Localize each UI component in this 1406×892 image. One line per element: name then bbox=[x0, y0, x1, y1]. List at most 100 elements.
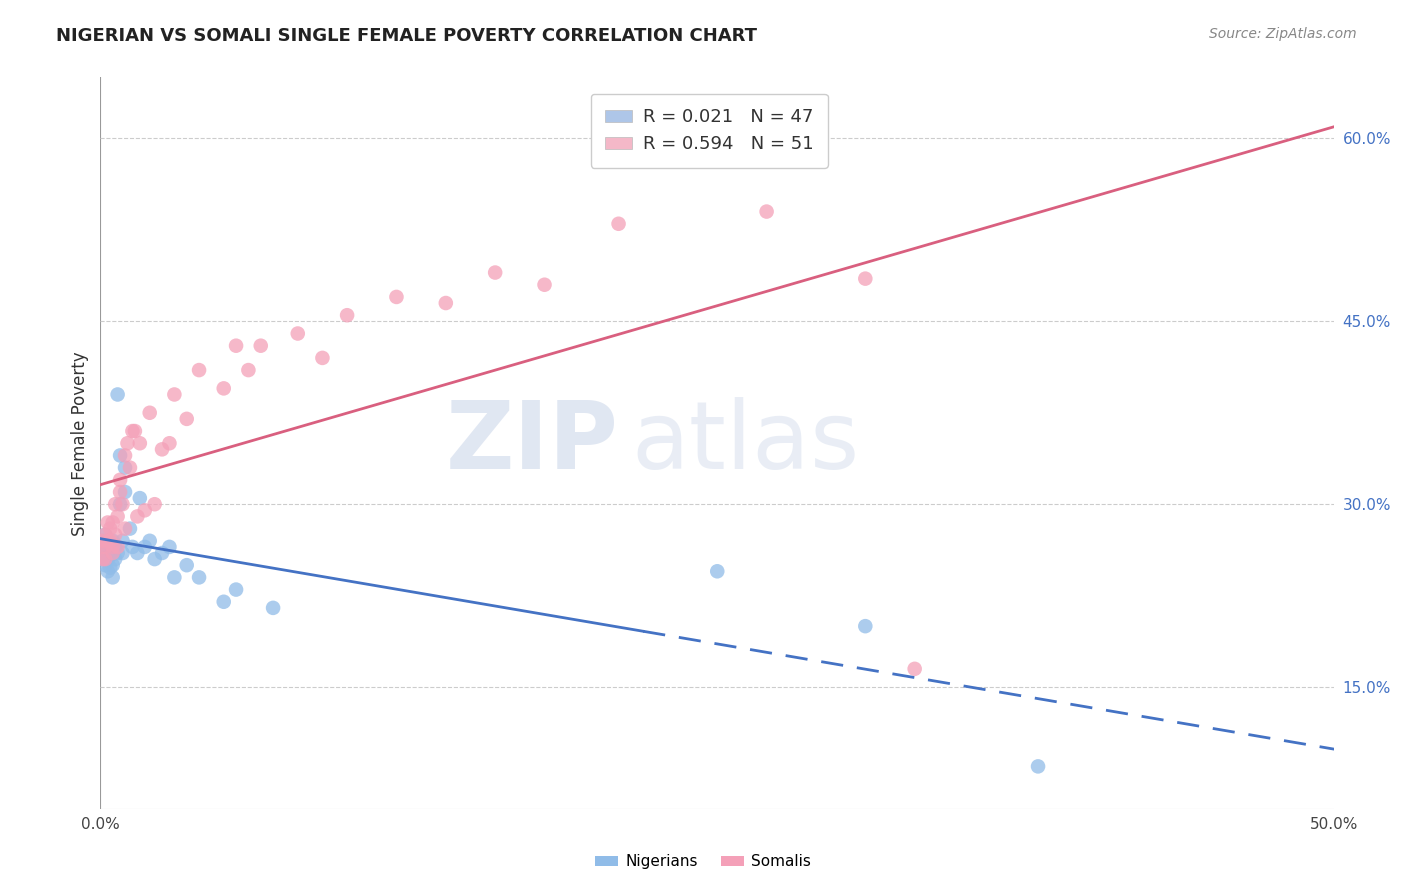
Point bbox=[128, 436, 150, 450]
Text: atlas: atlas bbox=[631, 397, 859, 489]
Point bbox=[94, 527, 117, 541]
Point bbox=[101, 546, 124, 560]
Text: NIGERIAN VS SOMALI SINGLE FEMALE POVERTY CORRELATION CHART: NIGERIAN VS SOMALI SINGLE FEMALE POVERTY… bbox=[56, 27, 758, 45]
Point bbox=[212, 595, 235, 609]
Point bbox=[107, 540, 129, 554]
Point bbox=[225, 339, 247, 353]
Point bbox=[101, 540, 124, 554]
Point bbox=[104, 540, 127, 554]
Point bbox=[97, 564, 120, 578]
Point bbox=[97, 546, 120, 560]
Point bbox=[188, 570, 211, 584]
Point bbox=[104, 552, 127, 566]
Point bbox=[101, 570, 124, 584]
Point bbox=[114, 522, 136, 536]
Point bbox=[111, 497, 134, 511]
Point bbox=[101, 533, 124, 548]
Point bbox=[104, 497, 127, 511]
Point bbox=[159, 436, 181, 450]
Point bbox=[262, 600, 284, 615]
Point bbox=[94, 527, 117, 541]
Point bbox=[706, 564, 728, 578]
Point bbox=[134, 503, 156, 517]
Point bbox=[111, 533, 134, 548]
Point bbox=[124, 424, 146, 438]
Point bbox=[336, 308, 359, 322]
Point bbox=[853, 619, 876, 633]
Legend: R = 0.021   N = 47, R = 0.594   N = 51: R = 0.021 N = 47, R = 0.594 N = 51 bbox=[591, 94, 828, 168]
Point bbox=[94, 546, 117, 560]
Point bbox=[107, 509, 129, 524]
Point bbox=[484, 266, 506, 280]
Y-axis label: Single Female Poverty: Single Female Poverty bbox=[72, 351, 89, 535]
Point bbox=[287, 326, 309, 341]
Point bbox=[108, 449, 131, 463]
Point bbox=[853, 271, 876, 285]
Point bbox=[111, 546, 134, 560]
Point bbox=[101, 546, 124, 560]
Point bbox=[188, 363, 211, 377]
Point bbox=[121, 540, 143, 554]
Point bbox=[97, 533, 120, 548]
Point bbox=[434, 296, 457, 310]
Point bbox=[128, 491, 150, 505]
Point bbox=[212, 381, 235, 395]
Point bbox=[108, 485, 131, 500]
Point bbox=[238, 363, 260, 377]
Point bbox=[118, 522, 141, 536]
Point bbox=[101, 558, 124, 573]
Point bbox=[134, 540, 156, 554]
Point bbox=[143, 552, 166, 566]
Point bbox=[98, 549, 121, 563]
Point bbox=[94, 552, 117, 566]
Point bbox=[90, 540, 112, 554]
Point bbox=[533, 277, 555, 292]
Point bbox=[98, 543, 121, 558]
Text: ZIP: ZIP bbox=[446, 397, 619, 489]
Point bbox=[755, 204, 778, 219]
Point bbox=[91, 546, 114, 560]
Point bbox=[176, 412, 198, 426]
Point bbox=[108, 497, 131, 511]
Point bbox=[1026, 759, 1049, 773]
Point bbox=[176, 558, 198, 573]
Point bbox=[91, 533, 114, 548]
Point bbox=[311, 351, 333, 365]
Point bbox=[127, 546, 149, 560]
Point bbox=[97, 552, 120, 566]
Point bbox=[904, 662, 927, 676]
Point bbox=[138, 406, 160, 420]
Point bbox=[385, 290, 408, 304]
Point bbox=[150, 442, 173, 457]
Point bbox=[97, 536, 120, 550]
Point bbox=[163, 387, 186, 401]
Point bbox=[114, 449, 136, 463]
Point bbox=[107, 387, 129, 401]
Point bbox=[107, 546, 129, 560]
Point bbox=[101, 516, 124, 530]
Point bbox=[98, 522, 121, 536]
Point bbox=[114, 485, 136, 500]
Point bbox=[143, 497, 166, 511]
Point bbox=[91, 552, 114, 566]
Point bbox=[97, 516, 120, 530]
Point bbox=[121, 424, 143, 438]
Point bbox=[104, 527, 127, 541]
Point bbox=[98, 560, 121, 574]
Point bbox=[163, 570, 186, 584]
Point bbox=[94, 558, 117, 573]
Point bbox=[118, 460, 141, 475]
Legend: Nigerians, Somalis: Nigerians, Somalis bbox=[589, 848, 817, 875]
Point bbox=[108, 473, 131, 487]
Point bbox=[117, 436, 139, 450]
Point bbox=[249, 339, 271, 353]
Point bbox=[607, 217, 630, 231]
Point bbox=[225, 582, 247, 597]
Point bbox=[159, 540, 181, 554]
Point bbox=[114, 460, 136, 475]
Text: Source: ZipAtlas.com: Source: ZipAtlas.com bbox=[1209, 27, 1357, 41]
Point bbox=[127, 509, 149, 524]
Point bbox=[150, 546, 173, 560]
Point bbox=[98, 533, 121, 548]
Point bbox=[91, 533, 114, 548]
